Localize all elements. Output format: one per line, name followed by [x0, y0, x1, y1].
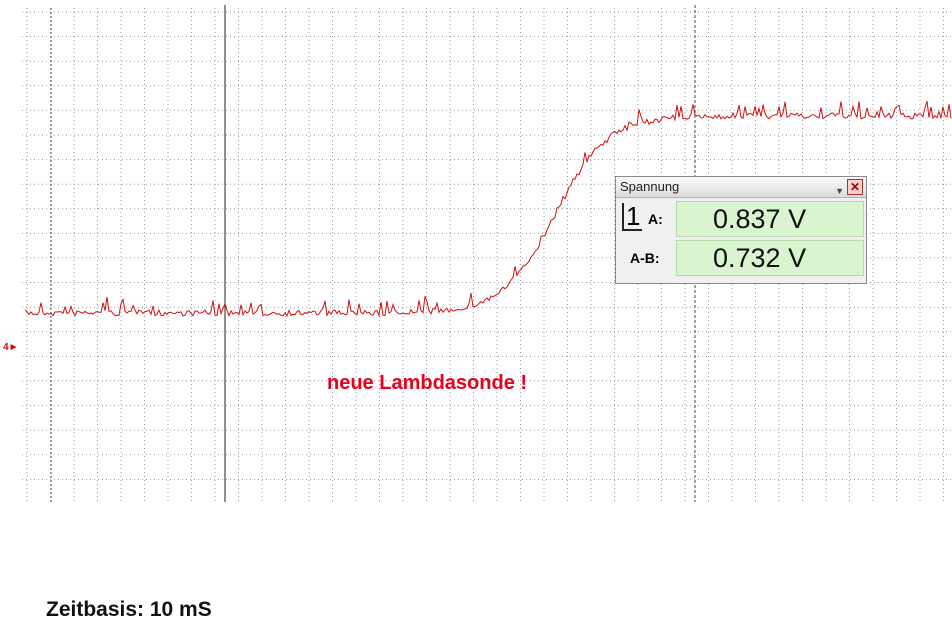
voltage-window[interactable]: Spannung ▼ ✕ 1 A: 0.837 V A-B: 0.732 V — [615, 176, 867, 284]
dropdown[interactable]: ▼ — [835, 186, 844, 196]
reading-row: 1 A: 0.837 V — [620, 201, 864, 237]
reading-value: 0.732 V — [676, 240, 864, 276]
scope-display — [22, 5, 952, 502]
close-button[interactable]: ✕ — [847, 179, 863, 195]
row-label-box: A-B: — [620, 240, 672, 276]
title-bar: Spannung ▼ ✕ — [616, 177, 866, 198]
channel: 1 — [622, 203, 643, 231]
reading-value: 0.837 V — [676, 201, 864, 237]
window-title: Spannung — [620, 179, 680, 194]
row-label-box: 1 A: — [620, 201, 672, 237]
row-label: A-B: — [630, 250, 660, 266]
trace — [24, 100, 952, 318]
reading-row: A-B: 0.732 V — [620, 240, 864, 276]
row-label: A: — [648, 211, 663, 227]
marker-label: 4 — [3, 342, 9, 353]
timebase: Zeitbasis: 10 mS — [46, 598, 212, 621]
annotation: neue Lambdasonde ! — [327, 372, 528, 394]
channel-marker: 4► — [3, 342, 19, 353]
